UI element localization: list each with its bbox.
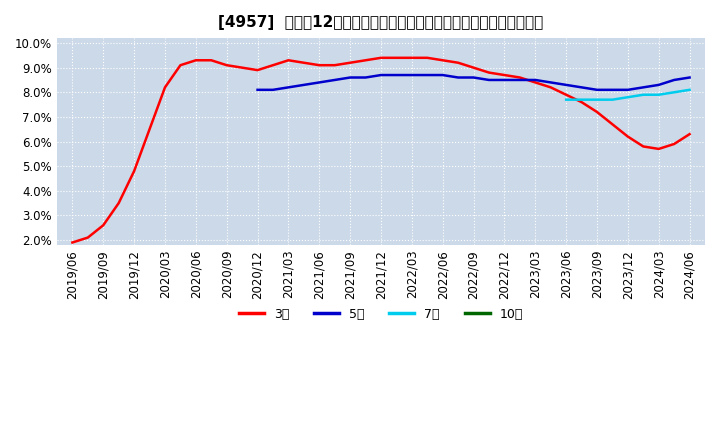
5年 xyxy=(346,75,354,80)
3年 xyxy=(161,85,169,90)
5年 xyxy=(593,87,601,92)
3年 xyxy=(114,201,123,206)
3年 xyxy=(639,144,647,149)
5年 xyxy=(562,82,570,88)
3年 xyxy=(346,60,354,66)
3年 xyxy=(531,80,539,85)
7年 xyxy=(562,97,570,103)
5年 xyxy=(438,73,447,78)
5年 xyxy=(377,73,385,78)
3年 xyxy=(68,240,77,245)
7年 xyxy=(624,95,632,100)
Line: 5年: 5年 xyxy=(258,75,690,90)
3年 xyxy=(670,141,678,147)
3年 xyxy=(454,60,462,66)
3年 xyxy=(593,110,601,115)
5年 xyxy=(546,80,555,85)
7年 xyxy=(670,90,678,95)
Line: 3年: 3年 xyxy=(73,58,690,242)
5年 xyxy=(269,87,277,92)
3年 xyxy=(485,70,493,75)
3年 xyxy=(438,58,447,63)
7年 xyxy=(685,87,694,92)
3年 xyxy=(608,121,617,127)
3年 xyxy=(253,67,262,73)
5年 xyxy=(516,77,524,83)
3年 xyxy=(469,65,478,70)
3年 xyxy=(654,146,663,151)
5年 xyxy=(330,77,339,83)
5年 xyxy=(577,85,586,90)
5年 xyxy=(531,77,539,83)
3年 xyxy=(624,134,632,139)
5年 xyxy=(639,85,647,90)
3年 xyxy=(516,75,524,80)
3年 xyxy=(315,62,323,68)
3年 xyxy=(300,60,308,66)
3年 xyxy=(562,92,570,97)
3年 xyxy=(377,55,385,60)
Title: [4957]  売上高12か月移動合計の対前年同期増減率の標準偏差の推移: [4957] 売上高12か月移動合計の対前年同期増減率の標準偏差の推移 xyxy=(218,15,544,30)
7年 xyxy=(577,97,586,103)
5年 xyxy=(485,77,493,83)
3年 xyxy=(330,62,339,68)
5年 xyxy=(284,85,293,90)
5年 xyxy=(392,73,401,78)
5年 xyxy=(300,82,308,88)
3年 xyxy=(207,58,215,63)
5年 xyxy=(469,75,478,80)
3年 xyxy=(99,223,107,228)
5年 xyxy=(454,75,462,80)
5年 xyxy=(361,75,370,80)
3年 xyxy=(176,62,185,68)
3年 xyxy=(408,55,416,60)
5年 xyxy=(253,87,262,92)
3年 xyxy=(392,55,401,60)
3年 xyxy=(685,132,694,137)
5年 xyxy=(685,75,694,80)
7年 xyxy=(639,92,647,97)
3年 xyxy=(130,169,138,174)
3年 xyxy=(284,58,293,63)
7年 xyxy=(593,97,601,103)
3年 xyxy=(500,73,509,78)
5年 xyxy=(654,82,663,88)
7年 xyxy=(608,97,617,103)
3年 xyxy=(192,58,200,63)
7年 xyxy=(654,92,663,97)
5年 xyxy=(408,73,416,78)
3年 xyxy=(145,127,154,132)
3年 xyxy=(577,99,586,105)
Line: 7年: 7年 xyxy=(566,90,690,100)
3年 xyxy=(84,235,92,240)
3年 xyxy=(238,65,246,70)
3年 xyxy=(423,55,431,60)
5年 xyxy=(624,87,632,92)
3年 xyxy=(222,62,231,68)
5年 xyxy=(608,87,617,92)
5年 xyxy=(423,73,431,78)
Legend: 3年, 5年, 7年, 10年: 3年, 5年, 7年, 10年 xyxy=(233,303,528,326)
3年 xyxy=(269,62,277,68)
3年 xyxy=(361,58,370,63)
5年 xyxy=(670,77,678,83)
5年 xyxy=(315,80,323,85)
5年 xyxy=(500,77,509,83)
3年 xyxy=(546,85,555,90)
